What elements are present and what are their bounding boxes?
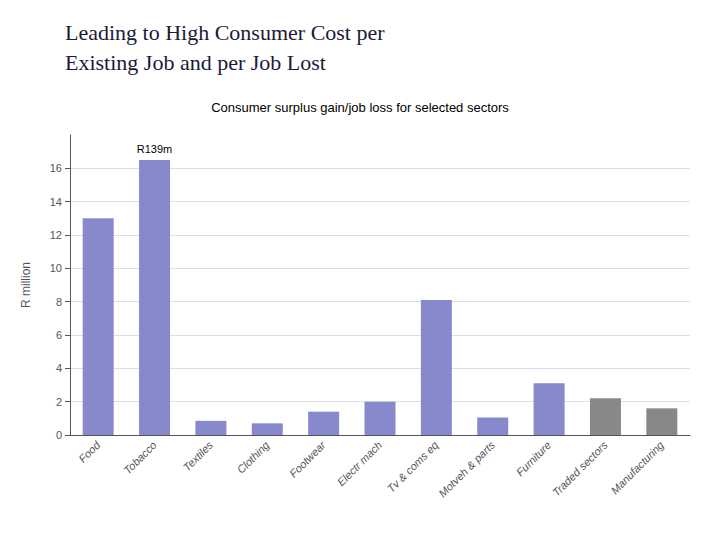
svg-text:Furniture: Furniture (514, 439, 554, 479)
svg-text:Existing Job and per Job Lost: Existing Job and per Job Lost (65, 50, 326, 75)
svg-text:12: 12 (50, 229, 62, 241)
svg-text:Electr mach: Electr mach (335, 439, 384, 488)
svg-text:Clothing: Clothing (235, 438, 273, 476)
svg-text:4: 4 (56, 362, 62, 374)
svg-text:Manufacturing: Manufacturing (608, 438, 666, 496)
svg-text:Consumer surplus gain/job loss: Consumer surplus gain/job loss for selec… (211, 100, 509, 115)
svg-text:16: 16 (50, 162, 62, 174)
svg-text:R139m: R139m (137, 143, 172, 155)
svg-text:10: 10 (50, 262, 62, 274)
svg-text:0: 0 (56, 429, 62, 441)
svg-text:6: 6 (56, 329, 62, 341)
svg-text:14: 14 (50, 196, 62, 208)
svg-text:Food: Food (76, 438, 103, 465)
svg-text:Motveh & parts: Motveh & parts (436, 438, 497, 499)
svg-text:Traded sectors: Traded sectors (550, 438, 610, 498)
svg-text:Tv & coms eq: Tv & coms eq (385, 438, 442, 495)
svg-text:Textiles: Textiles (181, 438, 216, 473)
svg-text:8: 8 (56, 296, 62, 308)
svg-text:Footwear: Footwear (287, 438, 329, 480)
svg-text:Leading to High Consumer Cost: Leading to High Consumer Cost per (65, 20, 385, 45)
svg-text:Tobacco: Tobacco (121, 439, 159, 477)
svg-text:R million: R million (19, 262, 33, 308)
svg-text:2: 2 (56, 396, 62, 408)
